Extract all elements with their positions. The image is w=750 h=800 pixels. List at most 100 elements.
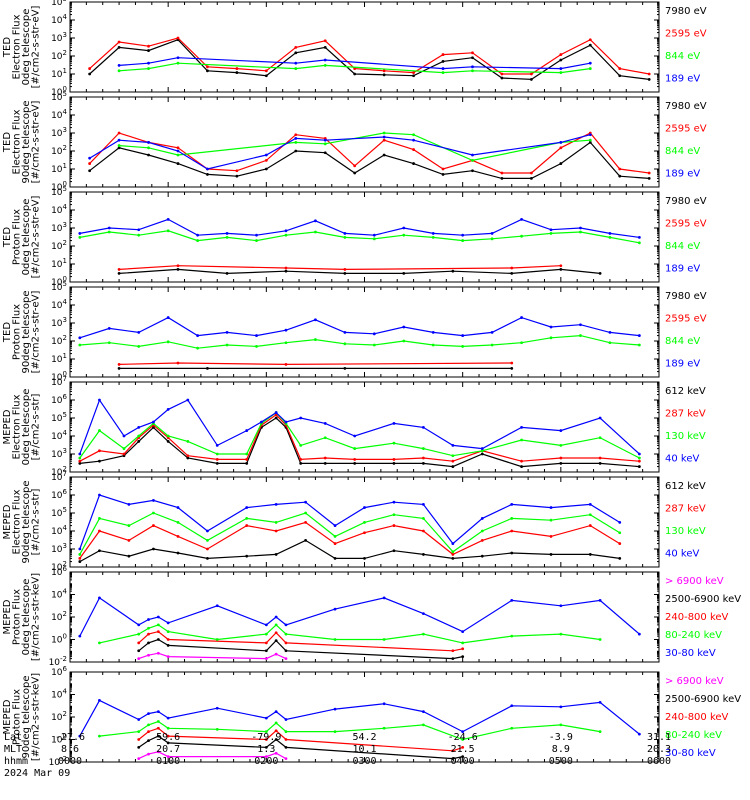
data-point (78, 236, 82, 239)
data-point (637, 456, 641, 460)
data-point (294, 67, 298, 70)
data-point (152, 426, 155, 429)
data-point (353, 434, 357, 438)
data-point (637, 452, 641, 456)
data-point (176, 506, 180, 509)
data-point (137, 730, 141, 734)
data-point (598, 598, 602, 602)
data-point (471, 65, 474, 69)
data-point (245, 554, 249, 558)
data-point (127, 539, 131, 542)
data-point (304, 539, 307, 542)
data-point (186, 454, 190, 458)
x-tick-label-mlt: 8.6 (61, 744, 79, 755)
x-tick-label-lat: -79.9 (251, 732, 281, 743)
data-point (107, 327, 111, 330)
data-point (461, 647, 465, 651)
data-point (274, 639, 278, 642)
series-line-1 (79, 539, 620, 563)
data-point (98, 734, 101, 738)
legend-entry: 844 eV (665, 241, 700, 252)
y-axis-label-line: Proton Flux (12, 209, 23, 265)
data-point (215, 462, 219, 465)
data-point (137, 345, 141, 348)
data-point (196, 239, 200, 242)
data-point (549, 506, 553, 509)
data-point (78, 459, 82, 463)
y-tick-label: 101 (51, 352, 67, 365)
x-tick-label-lat: -3.9 (549, 732, 573, 743)
data-point (559, 462, 563, 465)
data-point (117, 268, 121, 271)
y-axis-label-line: Proton Flux (12, 689, 23, 745)
legend-entry: 30-80 keV (665, 748, 716, 759)
data-point (618, 174, 622, 178)
data-point (471, 159, 474, 162)
data-point (412, 74, 415, 78)
data-point (510, 551, 514, 555)
data-point (235, 67, 239, 70)
data-point (166, 440, 170, 443)
data-point (235, 169, 239, 173)
x-tick-label-hhmm: 0100 (156, 756, 180, 767)
y-tick-label: 100 (51, 180, 67, 193)
data-point (510, 361, 514, 365)
legend-entry: > 6900 keV (665, 576, 724, 587)
data-point (147, 739, 150, 742)
data-point (451, 444, 455, 447)
data-point (117, 64, 121, 67)
y-tick-label: 104 (51, 429, 67, 442)
data-point (255, 239, 258, 242)
data-point (152, 547, 155, 551)
y-tick-label: 105 (51, 506, 67, 519)
data-point (264, 755, 268, 759)
data-point (78, 456, 82, 460)
data-point (392, 458, 396, 461)
data-point (314, 338, 317, 341)
series-line-1 (89, 38, 650, 81)
series-line-4 (79, 218, 640, 238)
data-point (480, 529, 484, 533)
data-point (98, 459, 101, 463)
data-point (559, 632, 563, 636)
data-point (137, 228, 141, 232)
y-tick-label: 102 (51, 610, 67, 623)
data-point (284, 718, 288, 721)
data-point (264, 641, 268, 645)
series-line-2 (89, 132, 650, 174)
y-tick-label: 101 (51, 257, 67, 270)
y-tick-label: 102 (51, 710, 67, 723)
data-point (284, 730, 288, 734)
data-point (549, 228, 553, 232)
data-point (166, 229, 170, 233)
y-tick-label: 102 (51, 465, 67, 478)
data-point (206, 529, 209, 533)
y-tick-label: 100 (51, 85, 67, 98)
data-point (127, 554, 131, 558)
x-tick-label-lat: -24.6 (448, 732, 478, 743)
data-point (147, 723, 150, 727)
legend-entry: 189 eV (665, 74, 700, 85)
data-point (422, 553, 425, 556)
data-point (107, 230, 111, 234)
series-line-3 (79, 512, 621, 555)
data-point (294, 51, 298, 55)
data-point (255, 334, 258, 337)
y-tick-label: 101 (51, 162, 67, 175)
data-point (156, 734, 160, 738)
y-tick-label: 102 (51, 560, 67, 573)
data-point (637, 632, 641, 636)
y-axis-label-line: MEPED (2, 599, 13, 634)
legend-entry: 240-800 keV (665, 712, 729, 723)
data-point (255, 345, 258, 348)
data-point (156, 651, 160, 655)
x-tick-label-lat: 31.1 (647, 732, 671, 743)
data-point (382, 638, 386, 641)
data-point (176, 535, 180, 538)
series-line-4 (99, 624, 601, 644)
data-point (480, 447, 484, 450)
data-point (549, 325, 553, 329)
y-tick-label: 101 (51, 67, 67, 80)
